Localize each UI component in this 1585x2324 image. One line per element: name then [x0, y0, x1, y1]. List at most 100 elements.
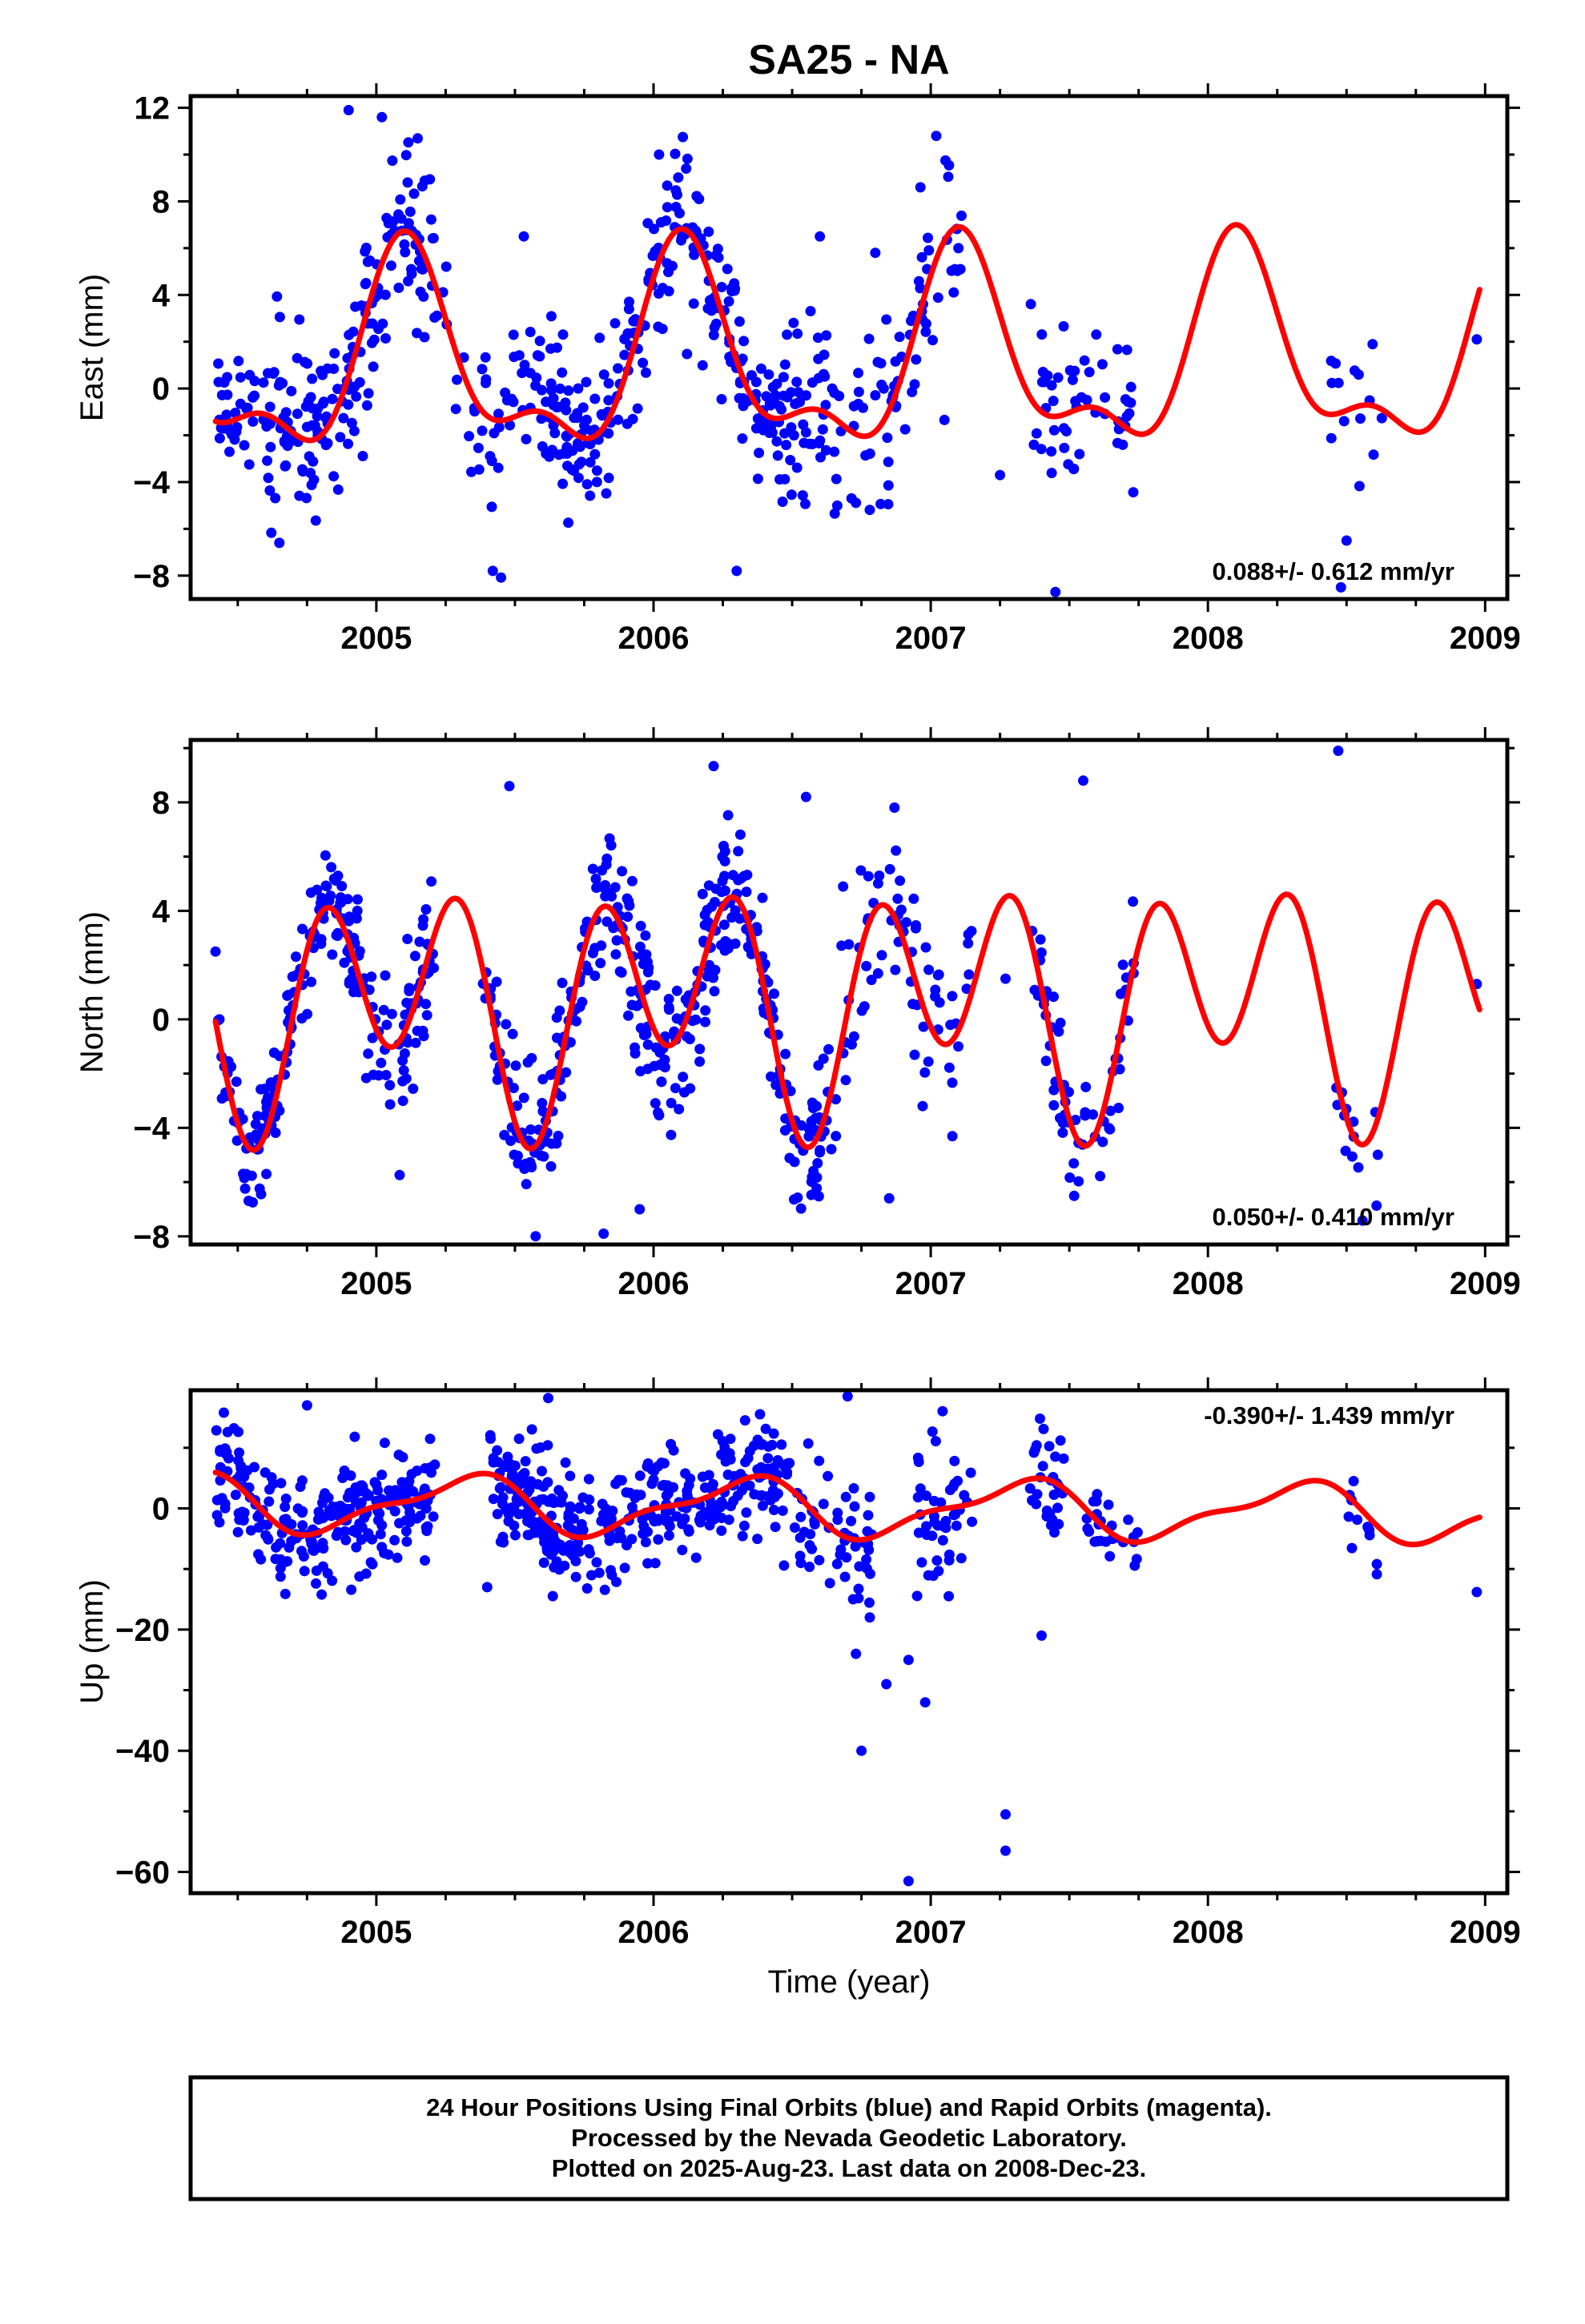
data-point [907, 387, 918, 397]
data-point [831, 1094, 841, 1105]
data-point [732, 1490, 743, 1502]
data-point [723, 296, 734, 307]
data-point [495, 1536, 506, 1547]
data-point [820, 444, 831, 456]
data-point [376, 1470, 388, 1481]
data-point [380, 970, 391, 981]
data-point [276, 1478, 287, 1489]
data-point [429, 312, 441, 323]
data-point [320, 440, 332, 451]
data-point [799, 1526, 810, 1538]
data-point [1326, 432, 1337, 444]
data-point [526, 1162, 537, 1172]
data-point [947, 1131, 958, 1142]
data-point [812, 332, 823, 344]
east-y-tick-label: −4 [133, 465, 170, 501]
data-point [294, 314, 305, 325]
data-point [531, 372, 542, 384]
data-point [666, 1129, 677, 1140]
data-point [301, 1400, 312, 1411]
data-point [509, 1502, 520, 1513]
data-point [386, 1008, 397, 1019]
footer-line-2: Processed by the Nevada Geodetic Laborat… [571, 2124, 1127, 2152]
data-point [263, 472, 274, 484]
data-point [678, 131, 689, 143]
data-point [734, 316, 745, 327]
data-point [292, 352, 303, 364]
data-point [690, 1552, 702, 1563]
data-point [756, 1439, 766, 1450]
data-point [638, 357, 649, 368]
data-point [849, 1501, 860, 1512]
north-y-tick-label: 4 [152, 894, 171, 929]
data-point [583, 1474, 594, 1485]
data-point [788, 430, 799, 441]
data-point [1067, 374, 1078, 385]
data-point [394, 1518, 404, 1529]
data-point [640, 930, 651, 941]
data-point [894, 332, 905, 343]
data-point [601, 488, 612, 499]
data-point [891, 845, 902, 856]
data-point [780, 1048, 791, 1059]
data-point [369, 1477, 380, 1488]
data-point [356, 1497, 367, 1508]
data-point [280, 1494, 292, 1504]
data-point [280, 1588, 291, 1599]
data-point [622, 418, 633, 429]
data-point [771, 378, 782, 389]
data-point [596, 1515, 607, 1526]
north-x-tick-label: 2006 [618, 1266, 690, 1301]
data-point [591, 465, 602, 476]
data-point [670, 1083, 681, 1094]
data-point [716, 1525, 727, 1536]
data-point [344, 329, 355, 340]
data-point [820, 400, 831, 411]
data-point [585, 456, 596, 468]
data-point [509, 1149, 520, 1160]
data-point [1031, 428, 1042, 439]
data-point [782, 329, 793, 340]
data-point [331, 1530, 342, 1542]
data-point [791, 462, 803, 473]
data-point [694, 194, 705, 204]
data-point [372, 1485, 384, 1496]
data-point [402, 177, 413, 188]
east-y-tick-label: 0 [152, 372, 170, 407]
data-point [323, 1492, 334, 1503]
data-point [1112, 437, 1123, 448]
data-point [908, 893, 919, 904]
data-point [883, 499, 894, 510]
data-point [538, 1151, 549, 1162]
data-point [1000, 1809, 1011, 1820]
data-point [485, 1429, 496, 1441]
data-point [815, 231, 826, 242]
data-point [400, 247, 411, 258]
data-point [1050, 586, 1061, 597]
data-point [316, 939, 327, 949]
data-point [274, 312, 285, 323]
data-point [632, 403, 643, 414]
data-point [863, 1544, 875, 1555]
data-point [551, 1032, 562, 1043]
data-point [450, 404, 461, 415]
data-point [597, 1498, 608, 1510]
data-point [1055, 1017, 1066, 1028]
data-point [255, 1188, 267, 1200]
data-point [332, 931, 343, 941]
data-point [949, 1455, 960, 1466]
data-point [280, 1514, 292, 1525]
data-point [779, 428, 790, 439]
data-point [953, 243, 964, 254]
data-point [598, 369, 609, 380]
data-point [275, 1571, 286, 1582]
data-point [340, 1534, 352, 1546]
data-point [943, 1062, 955, 1073]
data-point [247, 392, 259, 403]
data-point [883, 1192, 895, 1204]
data-point [795, 1203, 807, 1214]
data-point [321, 881, 332, 892]
data-point [737, 353, 748, 364]
data-point [238, 1168, 249, 1180]
data-point [361, 400, 372, 411]
